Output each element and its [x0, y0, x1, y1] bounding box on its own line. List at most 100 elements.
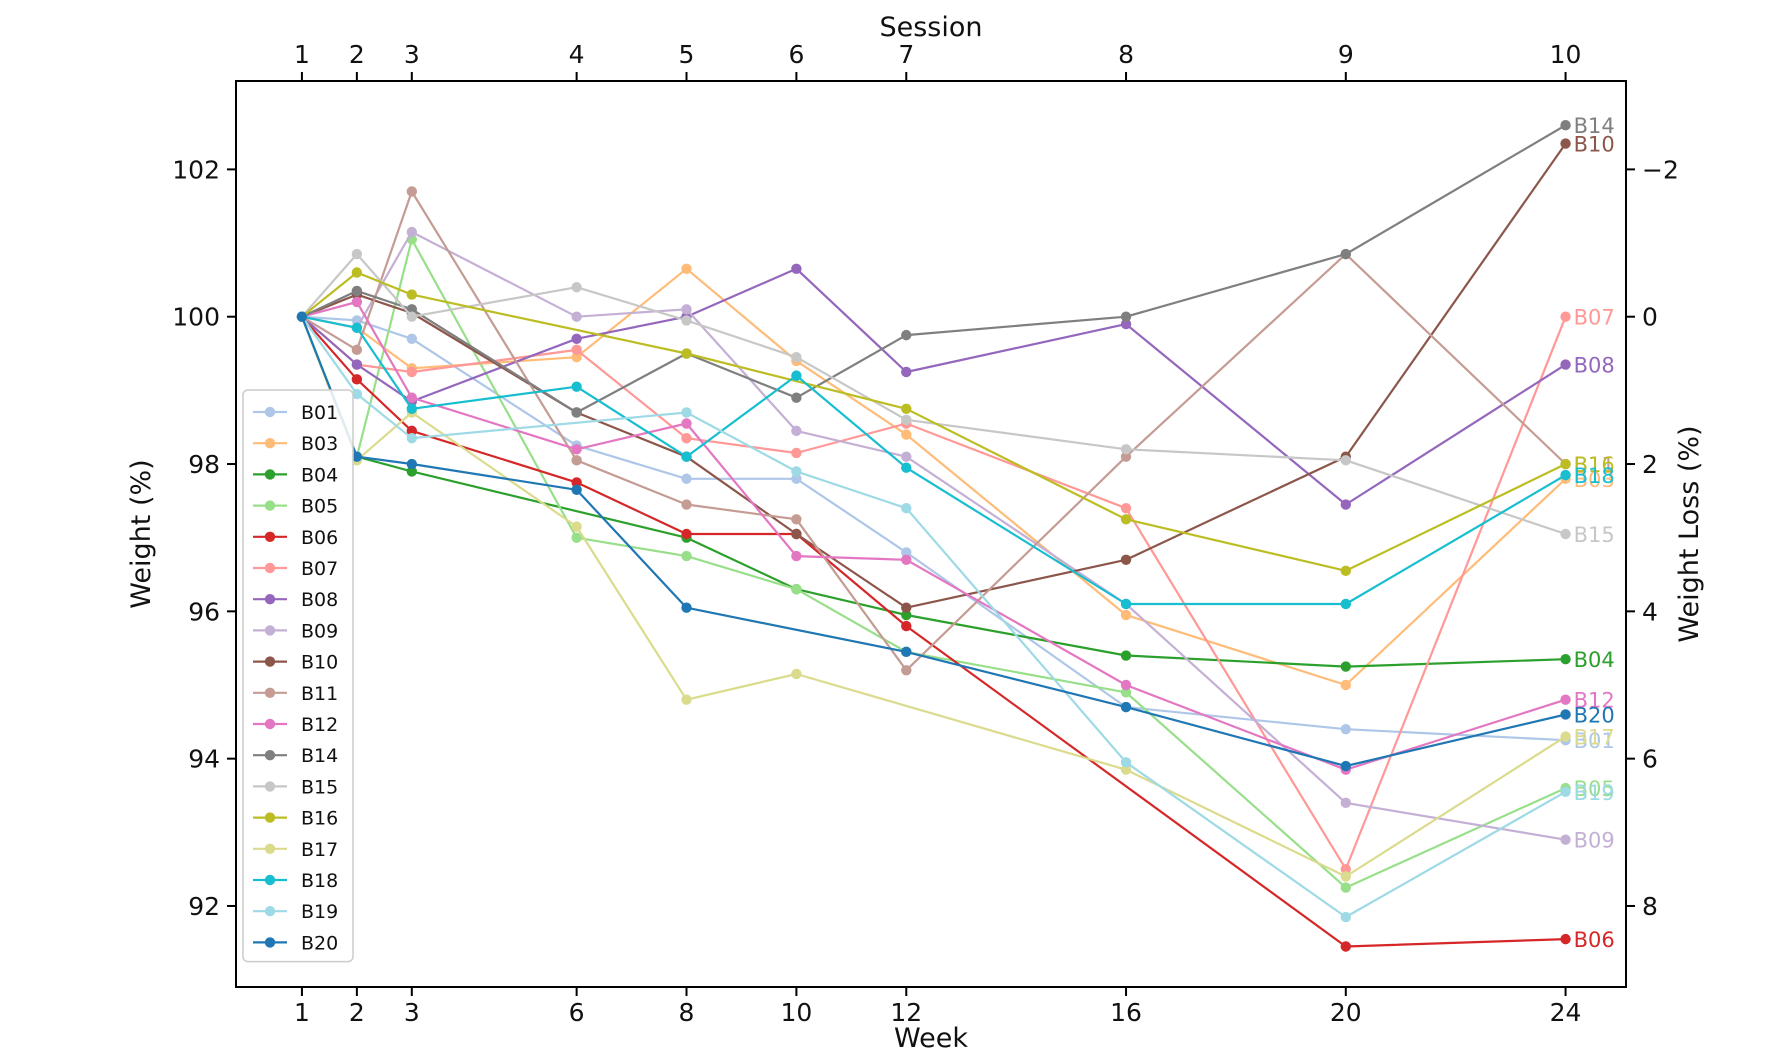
data-point-b07 — [1120, 503, 1132, 514]
data-point-b03 — [901, 429, 912, 440]
legend-item-b16[interactable]: B16 — [253, 808, 338, 830]
data-point-b04 — [1560, 654, 1571, 665]
data-point-b07 — [791, 447, 802, 459]
data-point-b17 — [681, 694, 692, 705]
legend-item-b05[interactable]: B05 — [253, 496, 338, 518]
series-line-b10 — [301, 142, 1567, 609]
x-tick-label: 6 — [569, 998, 585, 1027]
legend-item-b19[interactable]: B19 — [253, 901, 338, 923]
data-point-b01 — [791, 473, 802, 484]
x-tick-label: 3 — [404, 998, 420, 1027]
data-point-b03 — [1120, 609, 1132, 621]
data-point-b15 — [571, 282, 582, 293]
data-point-b04 — [1120, 650, 1132, 661]
data-point-b10 — [901, 602, 912, 613]
data-point-b16 — [1340, 565, 1352, 577]
data-point-b01 — [901, 547, 912, 558]
end-label-b07: B07 — [1574, 306, 1615, 330]
legend-label: B01 — [301, 402, 338, 424]
data-point-b12 — [406, 392, 418, 403]
legend-label: B03 — [301, 433, 338, 455]
data-point-b11 — [681, 499, 692, 510]
y2-tick-label: 0 — [1642, 303, 1658, 332]
x-axis-label: Week — [894, 1023, 968, 1054]
data-point-b05 — [791, 584, 802, 595]
session-tick-label: 10 — [1550, 40, 1582, 69]
legend-item-b14[interactable]: B14 — [253, 745, 338, 767]
data-point-b12 — [901, 554, 912, 565]
legend-item-b08[interactable]: B08 — [253, 589, 338, 611]
y-tick-label: 100 — [172, 303, 220, 332]
end-label-b04: B04 — [1574, 648, 1615, 672]
legend-item-b11[interactable]: B11 — [253, 683, 338, 705]
x-tick-label: 12 — [890, 998, 922, 1027]
series-b12 — [296, 296, 1571, 775]
data-point-b05 — [1120, 687, 1132, 698]
weight-axis: Weight (%) 92 94 96 98 100 102 — [126, 155, 236, 921]
data-point-b16 — [406, 289, 418, 300]
end-label-b11: B11 — [1574, 453, 1615, 477]
data-point-b20 — [901, 646, 912, 658]
legend-swatch-marker — [264, 843, 276, 854]
end-label-b09: B09 — [1574, 829, 1615, 853]
legend-swatch-marker — [264, 500, 276, 511]
data-point-b08 — [1340, 499, 1352, 510]
legend-item-b01[interactable]: B01 — [253, 402, 338, 424]
legend-swatch-marker — [264, 531, 276, 542]
legend-swatch-marker — [264, 562, 276, 574]
session-tick-label: 9 — [1338, 40, 1354, 69]
data-point-b15 — [901, 414, 912, 426]
session-tick-label: 4 — [569, 40, 585, 69]
end-label-b03: B03 — [1574, 468, 1615, 492]
data-point-b16 — [1560, 458, 1571, 470]
week-axis: Week 1 2 3 6 8 10 12 16 20 24 — [294, 987, 1581, 1054]
legend-swatch-marker — [264, 906, 276, 917]
end-label-b14: B14 — [1574, 114, 1615, 138]
legend[interactable]: B01 B03 B04 B05 B06 B07 B08 B09 B10 B11 B12 B14 B15 B… — [242, 389, 354, 963]
legend-item-b07[interactable]: B07 — [253, 558, 338, 580]
data-point-b20 — [1560, 709, 1571, 720]
series-b20 — [296, 311, 1571, 772]
data-point-b09 — [406, 226, 418, 238]
data-point-b19 — [791, 466, 802, 477]
y2-tick-label: −2 — [1642, 155, 1679, 184]
data-point-b08 — [571, 333, 582, 345]
series-b08 — [296, 263, 1571, 510]
series-line-b11 — [301, 190, 1567, 672]
legend-item-b15[interactable]: B15 — [253, 776, 338, 798]
data-point-b20 — [296, 311, 308, 322]
legend-item-b17[interactable]: B17 — [253, 839, 338, 861]
data-point-b10 — [791, 528, 802, 540]
legend-label: B10 — [301, 652, 338, 674]
data-point-b19 — [901, 503, 912, 514]
legend-label: B07 — [301, 558, 338, 580]
y2-tick-label: 2 — [1642, 450, 1658, 479]
data-point-b03 — [1340, 679, 1352, 691]
legend-item-b20[interactable]: B20 — [253, 932, 338, 954]
legend-item-b09[interactable]: B09 — [253, 620, 338, 642]
legend-swatch-marker — [264, 438, 276, 449]
x-tick-label: 2 — [349, 998, 365, 1027]
x-tick-label: 20 — [1330, 998, 1362, 1027]
data-point-b18 — [791, 370, 802, 381]
legend-item-b10[interactable]: B10 — [253, 652, 338, 674]
legend-item-b04[interactable]: B04 — [253, 464, 338, 486]
legend-item-b03[interactable]: B03 — [253, 433, 338, 455]
legend-swatch-marker — [264, 937, 276, 948]
series-b18 — [296, 311, 1571, 610]
end-label-b18: B18 — [1574, 464, 1615, 488]
legend-item-b12[interactable]: B12 — [253, 714, 338, 736]
data-point-b01 — [1340, 723, 1352, 735]
x-tick-label: 10 — [780, 998, 812, 1027]
data-point-b15 — [1120, 444, 1132, 455]
end-label-b19: B19 — [1574, 781, 1615, 805]
end-label-b06: B06 — [1574, 928, 1615, 952]
legend-item-b18[interactable]: B18 — [253, 870, 338, 892]
legend-item-b06[interactable]: B06 — [253, 527, 338, 549]
data-point-b10 — [1120, 554, 1132, 565]
series-b09 — [296, 226, 1571, 845]
session-tick-label: 7 — [898, 40, 914, 69]
data-point-b03 — [681, 263, 692, 275]
series-line-b16 — [301, 271, 1567, 572]
